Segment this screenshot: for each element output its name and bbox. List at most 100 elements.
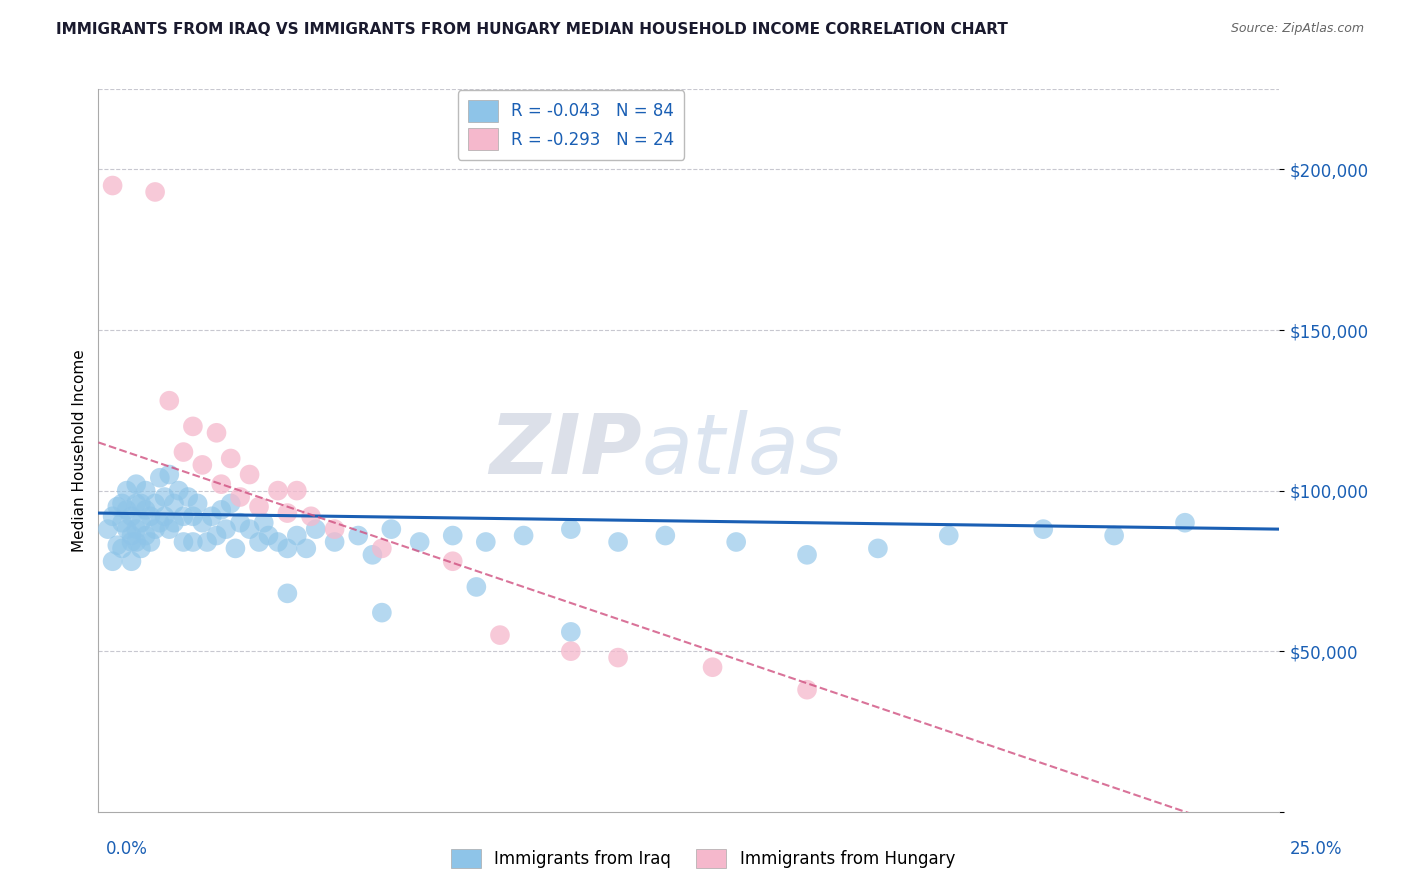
Point xyxy=(115,503,138,517)
Point xyxy=(219,451,242,466)
Point xyxy=(205,425,228,440)
Point xyxy=(105,500,128,514)
Point xyxy=(347,528,370,542)
Text: Source: ZipAtlas.com: Source: ZipAtlas.com xyxy=(1230,22,1364,36)
Point xyxy=(1032,522,1054,536)
Point xyxy=(125,522,148,536)
Point xyxy=(253,516,276,530)
Point xyxy=(1174,516,1197,530)
Point xyxy=(560,624,582,639)
Point xyxy=(97,522,120,536)
Point xyxy=(489,628,512,642)
Point xyxy=(475,535,498,549)
Point xyxy=(441,554,464,568)
Point xyxy=(796,682,818,697)
Point xyxy=(135,528,157,542)
Point xyxy=(111,541,134,556)
Point xyxy=(323,535,346,549)
Point xyxy=(247,500,270,514)
Point xyxy=(139,509,162,524)
Point xyxy=(201,509,224,524)
Point xyxy=(125,535,148,549)
Point xyxy=(149,516,172,530)
Text: ZIP: ZIP xyxy=(489,410,641,491)
Point xyxy=(157,522,180,536)
Point xyxy=(125,496,148,510)
Point xyxy=(135,503,157,517)
Point xyxy=(129,496,152,510)
Point xyxy=(276,586,298,600)
Legend: R = -0.043   N = 84, R = -0.293   N = 24: R = -0.043 N = 84, R = -0.293 N = 24 xyxy=(457,90,685,160)
Point xyxy=(191,516,214,530)
Point xyxy=(115,522,138,536)
Point xyxy=(285,528,308,542)
Point xyxy=(276,541,298,556)
Point xyxy=(725,535,748,549)
Point xyxy=(181,535,204,549)
Point xyxy=(149,471,172,485)
Point xyxy=(101,509,124,524)
Point xyxy=(125,477,148,491)
Point xyxy=(115,483,138,498)
Point xyxy=(172,445,194,459)
Point xyxy=(121,509,143,524)
Point xyxy=(441,528,464,542)
Text: atlas: atlas xyxy=(641,410,844,491)
Point xyxy=(195,535,218,549)
Point xyxy=(267,483,290,498)
Point xyxy=(187,496,209,510)
Point xyxy=(105,538,128,552)
Point xyxy=(181,419,204,434)
Point xyxy=(167,483,190,498)
Point xyxy=(143,496,166,510)
Point xyxy=(111,516,134,530)
Point xyxy=(121,528,143,542)
Point xyxy=(465,580,488,594)
Point xyxy=(607,650,630,665)
Point xyxy=(209,477,232,491)
Point xyxy=(371,541,394,556)
Point xyxy=(209,503,232,517)
Point xyxy=(153,490,176,504)
Point xyxy=(101,554,124,568)
Point xyxy=(295,541,318,556)
Legend: Immigrants from Iraq, Immigrants from Hungary: Immigrants from Iraq, Immigrants from Hu… xyxy=(444,842,962,875)
Text: IMMIGRANTS FROM IRAQ VS IMMIGRANTS FROM HUNGARY MEDIAN HOUSEHOLD INCOME CORRELAT: IMMIGRANTS FROM IRAQ VS IMMIGRANTS FROM … xyxy=(56,22,1008,37)
Point xyxy=(101,178,124,193)
Point xyxy=(153,509,176,524)
Point xyxy=(654,528,676,542)
Point xyxy=(121,535,143,549)
Point xyxy=(299,509,322,524)
Point xyxy=(276,506,298,520)
Point xyxy=(163,496,186,510)
Point xyxy=(239,522,262,536)
Point xyxy=(257,528,280,542)
Point xyxy=(177,490,200,504)
Point xyxy=(285,483,308,498)
Point xyxy=(135,483,157,498)
Point xyxy=(305,522,328,536)
Point xyxy=(560,522,582,536)
Point xyxy=(111,496,134,510)
Point xyxy=(702,660,724,674)
Point xyxy=(129,516,152,530)
Point xyxy=(224,541,246,556)
Point xyxy=(172,509,194,524)
Point xyxy=(229,490,252,504)
Point xyxy=(163,516,186,530)
Point xyxy=(157,393,180,408)
Point xyxy=(172,535,194,549)
Point xyxy=(239,467,262,482)
Point xyxy=(205,528,228,542)
Point xyxy=(512,528,534,542)
Point xyxy=(607,535,630,549)
Point xyxy=(121,554,143,568)
Point xyxy=(866,541,889,556)
Point xyxy=(219,496,242,510)
Y-axis label: Median Household Income: Median Household Income xyxy=(72,349,87,552)
Point xyxy=(323,522,346,536)
Point xyxy=(139,535,162,549)
Point xyxy=(560,644,582,658)
Point xyxy=(229,516,252,530)
Point xyxy=(129,541,152,556)
